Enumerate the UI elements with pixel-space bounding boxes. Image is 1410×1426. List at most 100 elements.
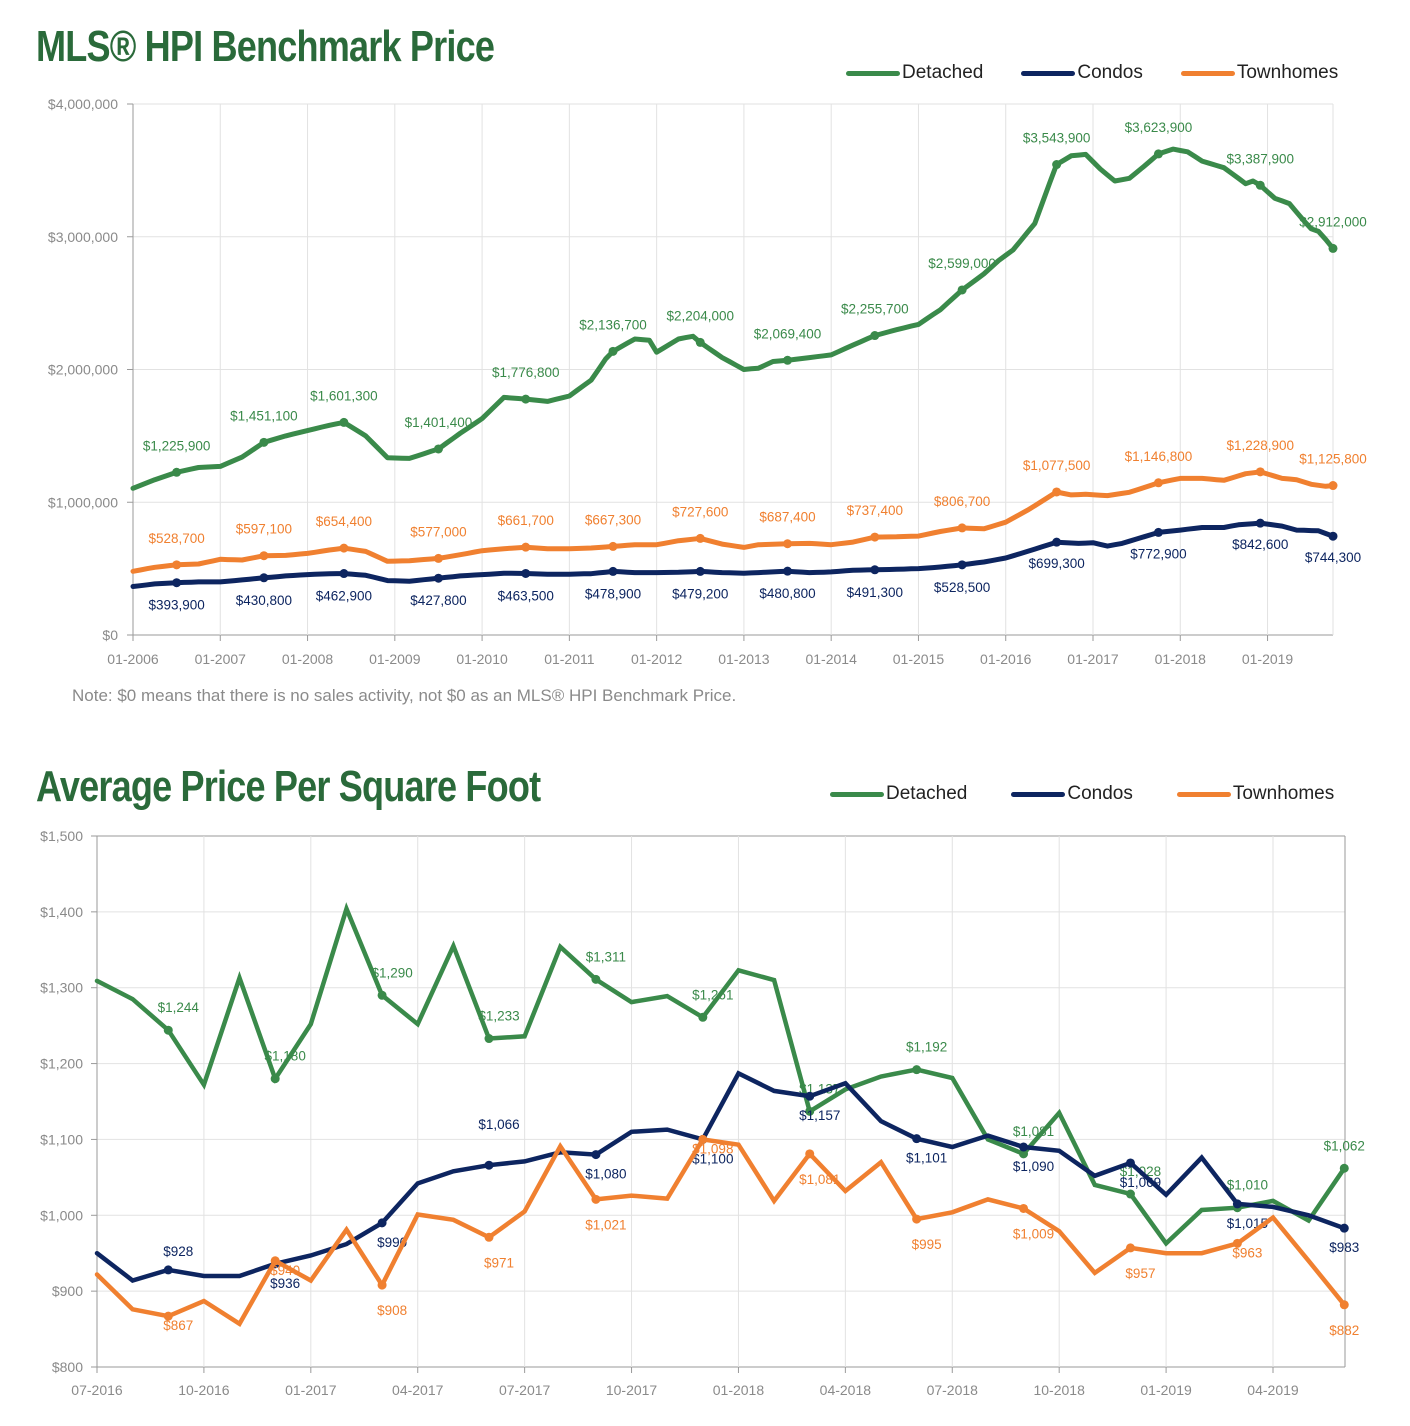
data-label-condos: $427,800 [410,593,466,608]
data-point-detached [259,437,269,447]
data-label-townhomes: $908 [377,1303,407,1318]
data-point-townhomes [805,1149,815,1159]
data-label-detached: $1,192 [906,1040,947,1055]
data-point-townhomes [1153,478,1163,488]
data-label-condos: $479,200 [672,586,728,601]
data-point-townhomes [521,542,531,552]
legend-item-condos: Condos [1011,783,1133,805]
data-label-townhomes: $737,400 [847,503,903,518]
chart-note: Note: $0 means that there is no sales ac… [72,686,737,705]
data-point-condos [1125,1158,1135,1168]
data-point-condos [163,1265,173,1275]
data-label-condos: $480,800 [759,586,815,601]
data-label-townhomes: $667,300 [585,512,641,527]
data-label-detached: $2,255,700 [841,302,909,317]
y-tick-label: $1,400 [40,904,83,920]
legend-swatch-detached [846,70,900,76]
data-point-condos [591,1150,601,1160]
data-point-townhomes [783,539,793,549]
x-tick-label: 07-2017 [499,1382,551,1398]
x-tick-label: 01-2014 [805,651,857,667]
data-point-detached [433,444,443,454]
x-tick-label: 01-2018 [1155,651,1207,667]
legend-swatch-condos [1021,70,1076,76]
data-label-detached: $1,081 [1013,1124,1054,1139]
data-label-condos: $1,069 [1120,1175,1161,1190]
x-tick-label: 01-2015 [893,651,945,667]
data-label-condos: $430,800 [236,593,292,608]
data-label-condos: $1,066 [478,1117,519,1132]
data-label-townhomes: $806,700 [934,494,990,509]
data-point-detached [521,394,531,404]
data-point-condos [870,565,880,575]
x-tick-label: 07-2016 [71,1382,123,1398]
data-point-condos [1339,1223,1349,1233]
data-label-townhomes: $971 [484,1255,514,1270]
data-label-townhomes: $995 [912,1237,942,1252]
data-label-townhomes: $597,100 [236,522,292,537]
data-point-condos [1052,537,1062,547]
data-point-townhomes [172,560,182,570]
data-label-detached: $1,233 [478,1009,519,1024]
series-line-detached [130,146,1336,491]
data-label-detached: $1,010 [1227,1178,1268,1193]
x-tick-label: 01-2006 [107,651,159,667]
data-label-townhomes: $727,600 [672,504,728,519]
chart-title-price-per-sqft: Average Price Per Square Foot [36,762,541,811]
legend-label-townhomes: Townhomes [1232,783,1335,804]
benchmark-price-chart: $0 $1,000,000 $2,000,000 $3,000,000 $4,000,0… [48,96,1367,667]
legend-label-townhomes: Townhomes [1236,62,1339,83]
data-label-townhomes: $1,077,500 [1023,458,1091,473]
data-label-detached: $3,543,900 [1023,131,1091,146]
data-label-detached: $2,912,000 [1299,214,1367,229]
data-point-condos [484,1160,494,1170]
y-tick-label: $1,000,000 [48,494,118,510]
legend-label-detached: Detached [902,62,984,83]
data-label-condos: $491,300 [847,585,903,600]
y-tick-label: $4,000,000 [48,96,118,112]
data-point-townhomes [484,1232,494,1242]
legend-item-townhomes: Townhomes [1180,62,1339,84]
data-label-condos: $936 [270,1276,300,1291]
data-label-townhomes: $654,400 [316,514,372,529]
data-label-condos: $478,900 [585,586,641,601]
data-point-townhomes [270,1256,280,1266]
data-label-detached: $1,261 [692,987,733,1002]
data-point-condos [608,566,618,576]
legend-label-condos: Condos [1077,62,1143,83]
series-line-condos [130,520,1336,589]
data-label-townhomes: $687,400 [759,510,815,525]
data-label-townhomes: $867 [163,1318,193,1333]
data-point-townhomes [259,551,269,561]
x-tick-label: 04-2017 [392,1382,444,1398]
x-tick-label: 01-2018 [713,1382,765,1398]
data-point-townhomes [957,523,967,533]
data-point-detached [1153,149,1163,159]
data-point-detached [1255,180,1265,190]
x-tick-label: 10-2016 [178,1382,230,1398]
x-tick-label: 01-2017 [1067,651,1119,667]
x-tick-label: 10-2018 [1033,1382,1085,1398]
data-point-condos [805,1091,815,1101]
data-point-detached [805,1106,815,1116]
data-point-detached [339,417,349,427]
data-label-condos: $1,090 [1013,1159,1054,1174]
data-label-detached: $1,062 [1324,1138,1365,1153]
data-point-townhomes [1255,467,1265,477]
data-label-townhomes: $1,009 [1013,1226,1054,1241]
data-point-townhomes [1125,1243,1135,1253]
x-tick-label: 01-2013 [718,651,770,667]
y-tick-label: $3,000,000 [48,229,118,245]
legend-item-condos: Condos [1021,62,1143,84]
data-label-condos: $983 [1329,1240,1359,1255]
data-point-townhomes [912,1214,922,1224]
data-label-condos: $1,101 [906,1151,947,1166]
data-label-detached: $2,136,700 [579,317,647,332]
data-point-condos [377,1218,387,1228]
x-tick-label: 10-2017 [606,1382,658,1398]
data-label-condos: $1,157 [799,1108,840,1123]
data-label-townhomes: $1,228,900 [1226,438,1294,453]
data-label-detached: $1,311 [586,949,626,964]
y-tick-label: $1,500 [40,828,83,844]
legend-swatch-detached [830,791,884,797]
